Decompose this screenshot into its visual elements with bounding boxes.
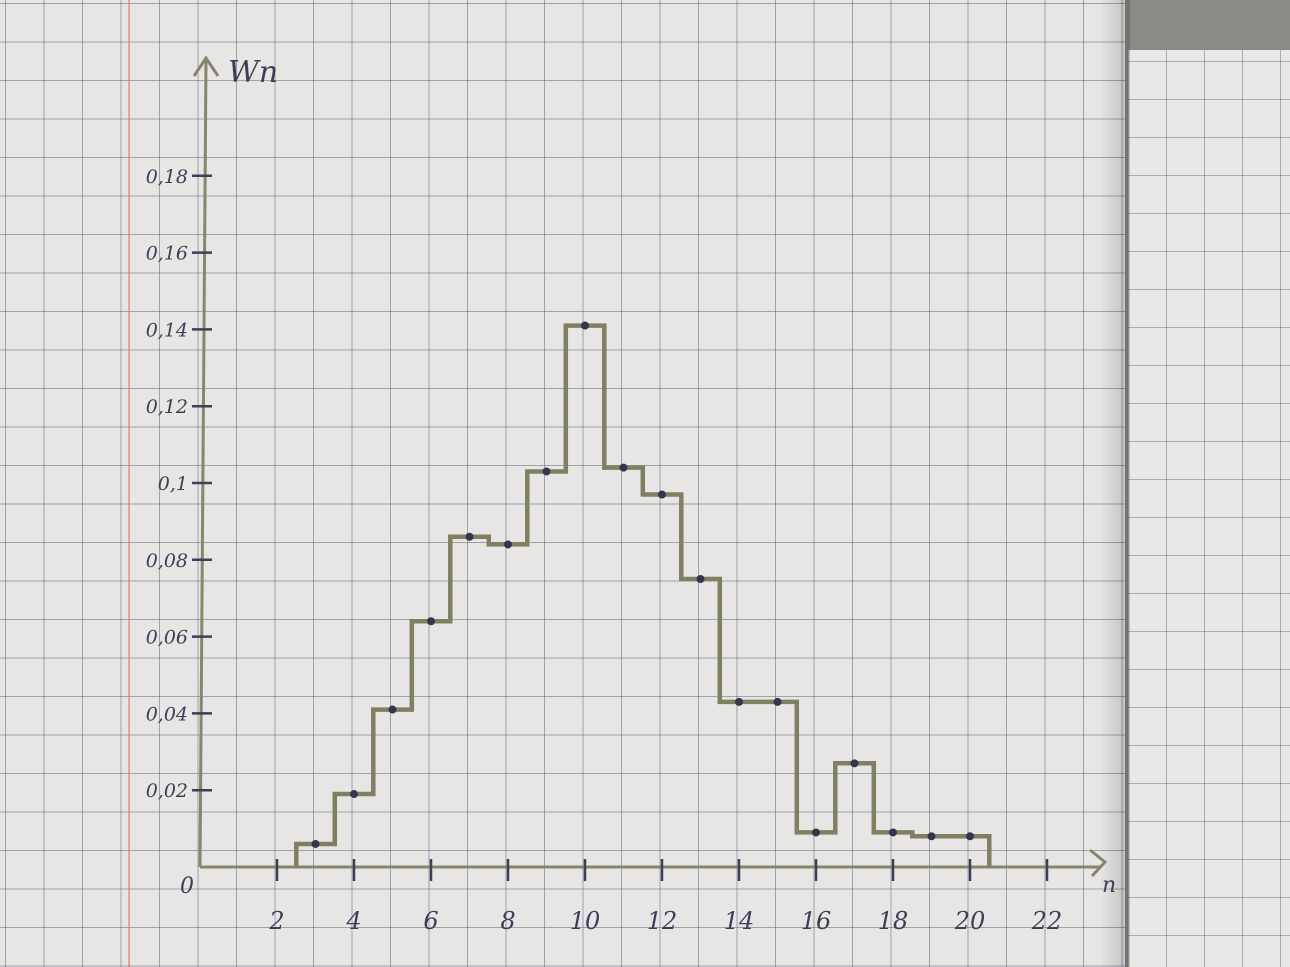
- data-point: [581, 321, 589, 330]
- points: [311, 321, 974, 848]
- x-axis-arrow-icon: [1089, 848, 1108, 878]
- x-ticks: 2 4 6 8 10 12 14 16 18 20 22: [268, 859, 1062, 935]
- y-tick-label: 0,02: [146, 780, 188, 802]
- x-tick-label: 20: [954, 907, 986, 935]
- data-point: [465, 532, 474, 541]
- data-point: [504, 540, 512, 549]
- notebook-page-left: [0, 0, 1125, 967]
- y-tick-label: 0,04: [146, 703, 188, 725]
- y-axis-label: Wn: [228, 55, 278, 90]
- data-point: [773, 697, 782, 706]
- y-tick-label: 0,1: [158, 473, 188, 495]
- data-point: [966, 832, 974, 841]
- data-point: [735, 697, 743, 706]
- data-point: [311, 839, 320, 848]
- y-axis: [198, 59, 208, 868]
- axes: n Wn 0: [180, 55, 1116, 899]
- x-tick-label: 16: [801, 907, 832, 935]
- x-tick-label: 14: [724, 907, 755, 935]
- x-tick-label: 2: [268, 907, 284, 935]
- x-tick-label: 18: [878, 907, 909, 935]
- y-tick-label: 0,16: [146, 243, 188, 265]
- x-tick-label: 10: [570, 907, 601, 935]
- origin-label: 0: [180, 874, 194, 899]
- x-axis-label: n: [1102, 873, 1116, 898]
- y-tick-label: 0,14: [146, 319, 188, 341]
- y-tick-label: 0,18: [146, 166, 188, 188]
- series: [294, 323, 992, 867]
- y-tick-label: 0,08: [146, 550, 188, 572]
- x-tick-label: 6: [423, 907, 438, 935]
- y-tick-label: 0,06: [146, 627, 188, 649]
- data-point: [927, 832, 936, 841]
- x-tick-label: 22: [1031, 907, 1063, 935]
- x-tick-label: 12: [647, 907, 678, 935]
- data-point: [696, 575, 705, 583]
- data-point: [812, 828, 820, 837]
- data-point: [658, 490, 666, 499]
- step-line: [294, 323, 992, 867]
- data-point: [542, 467, 551, 476]
- margin-line: [128, 0, 130, 967]
- data-point: [350, 790, 358, 799]
- x-tick-label: 4: [345, 907, 361, 935]
- data-point: [850, 759, 859, 768]
- y-ticks: 0,02 0,04 0,06 0,08 0,1 0,12 0,14 0,16 0,18: [146, 166, 212, 802]
- data-point: [427, 617, 435, 626]
- y-axis-arrow-icon: [192, 55, 220, 77]
- data-point: [619, 463, 628, 472]
- notebook-page-right: [1128, 50, 1290, 967]
- y-tick-label: 0,12: [146, 396, 188, 418]
- x-tick-label: 8: [500, 907, 515, 935]
- page-fold-shadow: [1100, 0, 1130, 967]
- data-point: [889, 828, 897, 837]
- data-point: [388, 705, 397, 714]
